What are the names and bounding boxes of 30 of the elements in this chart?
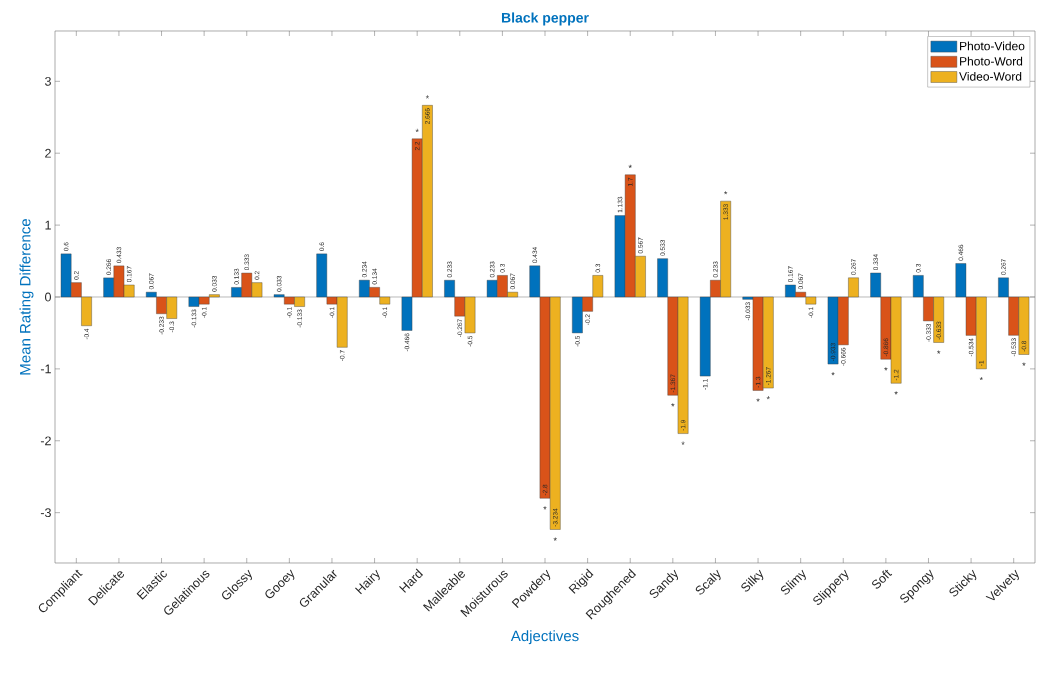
y-tick-label: 2 [45,148,51,158]
x-tick-label: Soft [872,569,893,589]
legend-label: Video-Word [959,71,1022,81]
legend-label: Photo-Word [960,56,1023,66]
x-axis-title: Adjectives [510,630,579,645]
y-axis-title: Mean Rating Difference [19,219,34,375]
y-tick-label: -2 [40,436,51,446]
y-tick-label: -3 [40,508,51,518]
annotation: * [1022,362,1026,366]
annotation: * [425,95,430,99]
annotation: * [415,128,419,132]
annotation: * [724,191,728,195]
annotation: * [671,403,675,407]
annotation: * [937,350,941,354]
annotation: * [756,398,760,402]
y-tick-label: -1 [40,364,51,374]
y-tick-label: 1 [45,220,51,230]
annotation: * [884,367,888,371]
legend-label: Photo-Video [960,41,1025,51]
annotation: * [681,441,685,445]
y-tick-label: 0 [45,292,51,302]
annotation: * [628,164,632,168]
y-tick-label: 3 [44,76,51,86]
annotation: * [894,391,898,395]
chart-title: Black pepper [501,12,589,26]
annotation: * [543,506,547,510]
annotation: * [553,537,557,541]
annotation: * [979,376,983,381]
annotation: * [766,396,770,400]
annotation: * [831,372,835,376]
